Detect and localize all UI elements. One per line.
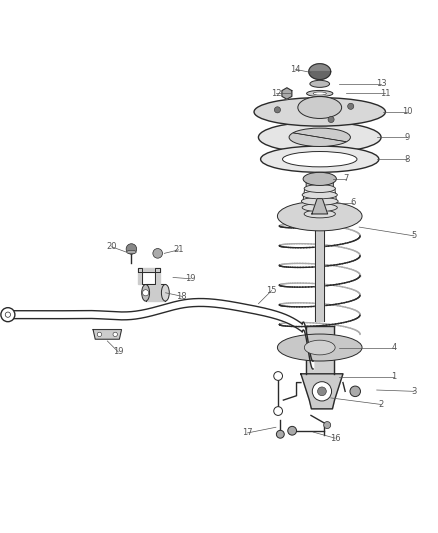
Ellipse shape xyxy=(258,122,381,152)
Ellipse shape xyxy=(127,251,136,254)
Circle shape xyxy=(324,422,331,429)
Text: 20: 20 xyxy=(106,243,117,251)
Circle shape xyxy=(274,407,283,415)
Ellipse shape xyxy=(304,210,336,218)
Ellipse shape xyxy=(298,96,342,118)
Circle shape xyxy=(274,107,280,113)
FancyBboxPatch shape xyxy=(306,177,333,190)
Ellipse shape xyxy=(304,184,336,192)
Polygon shape xyxy=(138,269,142,284)
Circle shape xyxy=(350,386,360,397)
Polygon shape xyxy=(312,199,328,214)
Circle shape xyxy=(318,387,326,395)
Circle shape xyxy=(312,382,332,401)
Polygon shape xyxy=(282,88,292,99)
Polygon shape xyxy=(301,374,343,409)
Circle shape xyxy=(288,426,297,435)
Text: 17: 17 xyxy=(242,429,253,438)
Text: 10: 10 xyxy=(402,107,413,116)
Ellipse shape xyxy=(261,146,379,172)
Text: 18: 18 xyxy=(177,292,187,301)
Text: 6: 6 xyxy=(350,198,355,207)
Ellipse shape xyxy=(277,334,362,361)
Text: 4: 4 xyxy=(392,343,397,352)
Ellipse shape xyxy=(307,91,333,96)
Polygon shape xyxy=(309,71,331,79)
Circle shape xyxy=(126,244,137,254)
Polygon shape xyxy=(309,64,331,71)
Text: 5: 5 xyxy=(411,231,417,240)
Circle shape xyxy=(1,308,15,322)
Ellipse shape xyxy=(304,340,335,355)
Ellipse shape xyxy=(301,197,338,205)
Circle shape xyxy=(97,332,102,336)
Text: 14: 14 xyxy=(290,65,301,74)
Polygon shape xyxy=(93,329,121,339)
Circle shape xyxy=(5,312,11,317)
Text: 12: 12 xyxy=(271,89,281,98)
Text: 21: 21 xyxy=(173,245,184,254)
Ellipse shape xyxy=(303,172,336,185)
Text: 7: 7 xyxy=(343,174,349,183)
Circle shape xyxy=(142,290,148,296)
Text: 2: 2 xyxy=(378,400,384,409)
Circle shape xyxy=(274,372,283,381)
Ellipse shape xyxy=(289,128,350,147)
Text: 9: 9 xyxy=(405,133,410,142)
Ellipse shape xyxy=(254,98,385,126)
Text: 11: 11 xyxy=(380,89,391,98)
Circle shape xyxy=(276,430,284,438)
Ellipse shape xyxy=(141,285,149,301)
Text: 19: 19 xyxy=(185,274,196,283)
Ellipse shape xyxy=(310,80,330,87)
Ellipse shape xyxy=(161,285,169,301)
Ellipse shape xyxy=(313,92,326,95)
Circle shape xyxy=(328,116,334,123)
Ellipse shape xyxy=(283,151,357,167)
Circle shape xyxy=(113,332,117,336)
Ellipse shape xyxy=(302,204,337,212)
Text: 19: 19 xyxy=(113,348,124,357)
Text: 1: 1 xyxy=(392,373,397,382)
Text: 3: 3 xyxy=(411,387,417,396)
Ellipse shape xyxy=(302,191,337,199)
Circle shape xyxy=(153,248,162,258)
Text: 13: 13 xyxy=(376,79,386,88)
Text: 16: 16 xyxy=(330,434,340,443)
Ellipse shape xyxy=(277,201,362,231)
Polygon shape xyxy=(138,269,160,272)
Circle shape xyxy=(348,103,354,109)
Text: 15: 15 xyxy=(266,286,277,295)
Polygon shape xyxy=(155,269,160,284)
Text: 8: 8 xyxy=(405,155,410,164)
